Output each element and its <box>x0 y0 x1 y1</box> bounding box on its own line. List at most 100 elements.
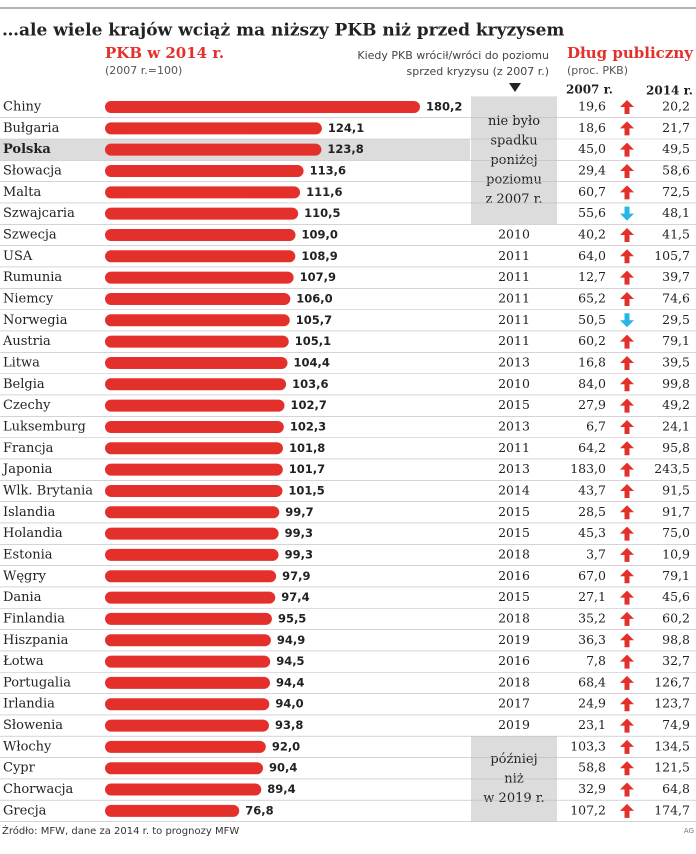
recovery-year: 2017 <box>498 696 530 711</box>
value-label: 76,8 <box>245 803 273 817</box>
debt-2014: 48,1 <box>662 205 690 220</box>
country: Litwa <box>3 355 40 370</box>
debt-2007: 7,8 <box>586 653 606 668</box>
bar <box>105 484 283 497</box>
value-label: 94,4 <box>276 675 304 689</box>
value-label: 123,8 <box>327 142 363 156</box>
country: Finlandia <box>3 611 65 626</box>
debt-2014: 75,0 <box>662 525 690 540</box>
bar <box>105 740 266 753</box>
recovery-year: 2018 <box>498 674 530 689</box>
trend-arrow <box>620 355 634 370</box>
value-label: 124,1 <box>328 121 364 135</box>
bar <box>105 783 262 796</box>
trend-arrow <box>620 185 634 200</box>
trend-arrow <box>620 334 634 349</box>
country: Francja <box>3 441 54 456</box>
recovery-year: 2011 <box>498 290 530 305</box>
debt-2014: 98,8 <box>662 632 690 647</box>
trend-arrow <box>620 398 634 413</box>
debt-2014: 79,1 <box>662 568 690 583</box>
bar <box>105 207 299 220</box>
value-label: 101,7 <box>289 462 325 476</box>
debt-2014: 121,5 <box>654 760 690 775</box>
debt-2014: 91,7 <box>662 504 690 519</box>
debt-2007: 50,5 <box>578 312 606 327</box>
debt-2007: 12,7 <box>578 269 606 284</box>
title: …ale wiele krajów wciąż ma niższy PKB ni… <box>2 21 564 41</box>
bar <box>105 676 271 689</box>
bar <box>105 271 294 284</box>
country: Węgry <box>3 569 47 584</box>
debt-2007: 43,7 <box>578 482 606 497</box>
country: Czechy <box>3 398 51 413</box>
value-label: 110,5 <box>304 206 340 220</box>
debt-subtitle: (proc. PKB) <box>567 64 628 77</box>
recovery-year: 2010 <box>498 376 530 391</box>
debt-2014: 39,5 <box>662 354 690 369</box>
debt-2007: 65,2 <box>578 290 606 305</box>
debt-2014: 79,1 <box>662 333 690 348</box>
country: Bułgaria <box>3 121 60 136</box>
trend-arrow <box>620 121 634 136</box>
debt-2007: 23,1 <box>578 717 606 732</box>
debt-2014: 123,7 <box>654 696 690 711</box>
bar <box>105 122 322 135</box>
debt-2007: 32,9 <box>578 781 606 796</box>
bar <box>105 506 280 519</box>
debt-2007: 35,2 <box>578 610 606 625</box>
recovery-year: 2010 <box>498 226 530 241</box>
debt-2007: 58,8 <box>578 760 606 775</box>
bar <box>105 634 271 647</box>
trend-arrow <box>620 547 634 562</box>
trend-arrow <box>620 441 634 456</box>
note-text: poziomu <box>486 172 542 187</box>
recovery-header: Kiedy PKB wrócił/wróci do poziomu <box>357 49 549 62</box>
recovery-year: 2011 <box>498 333 530 348</box>
country: Szwecja <box>3 227 57 242</box>
bar <box>105 292 291 305</box>
debt-2007: 183,0 <box>570 461 606 476</box>
bar <box>105 719 269 732</box>
trend-arrow <box>620 100 634 114</box>
country: Polska <box>3 142 51 157</box>
value-label: 99,3 <box>285 526 313 540</box>
note-text: z 2007 r. <box>485 192 542 207</box>
country: Grecja <box>3 803 47 818</box>
value-label: 95,5 <box>278 611 306 625</box>
trend-arrow <box>620 654 634 669</box>
bar <box>105 101 420 113</box>
trend-arrow <box>620 697 634 712</box>
recovery-year: 2011 <box>498 269 530 284</box>
country: Słowenia <box>3 718 63 733</box>
value-label: 89,4 <box>267 782 295 796</box>
trend-arrow <box>620 739 634 754</box>
source: Źródło: MFW, dane za 2014 r. to prognozy… <box>2 824 239 837</box>
country: Włochy <box>3 739 52 754</box>
debt-2014: 99,8 <box>662 376 690 391</box>
debt-2007: 18,6 <box>578 120 606 135</box>
debt-2007: 103,3 <box>570 738 606 753</box>
trend-arrow <box>620 633 634 648</box>
trend-arrow <box>620 313 634 328</box>
trend-arrow <box>620 526 634 541</box>
pointer <box>509 83 521 92</box>
value-label: 101,5 <box>288 483 324 497</box>
value-label: 97,4 <box>281 590 309 604</box>
debt-2014: 74,6 <box>662 290 690 305</box>
recovery-year: 2019 <box>498 632 530 647</box>
trend-arrow <box>620 142 634 157</box>
trend-arrow <box>620 249 634 264</box>
country: Hiszpania <box>3 633 69 648</box>
country: USA <box>3 249 33 264</box>
country: Szwajcaria <box>3 206 75 221</box>
debt-2007: 68,4 <box>578 674 606 689</box>
bar <box>105 420 284 433</box>
debt-2014: 41,5 <box>662 226 690 241</box>
debt-2014: 21,7 <box>662 120 690 135</box>
value-label: 113,6 <box>310 163 346 177</box>
recovery-header: sprzed kryzysu (z 2007 r.) <box>407 65 550 78</box>
bar <box>105 463 283 476</box>
bar <box>105 591 276 604</box>
bar <box>105 356 288 369</box>
